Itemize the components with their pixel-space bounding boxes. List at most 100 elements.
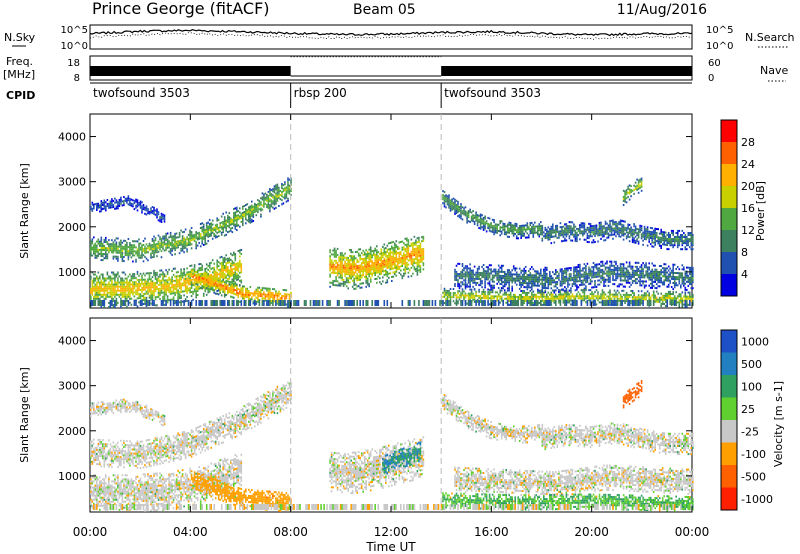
range-gate-cell: [350, 265, 352, 268]
range-gate-cell: [281, 195, 283, 198]
range-gate-cell: [363, 259, 366, 262]
range-gate-cell: [175, 242, 178, 245]
range-gate-cell: [105, 207, 107, 210]
range-gate-cell: [455, 272, 458, 275]
range-gate-cell: [252, 213, 255, 216]
range-gate-cell: [184, 298, 187, 301]
range-gate-cell: [523, 224, 525, 227]
range-gate-cell: [672, 229, 674, 232]
range-gate-cell: [207, 231, 209, 234]
range-gate-cell: [580, 279, 583, 282]
range-gate-cell: [162, 283, 164, 286]
range-gate-cell: [552, 279, 554, 282]
range-gate-cell: [404, 248, 407, 250]
range-gate-cell: [345, 285, 348, 288]
range-gate-cell: [97, 277, 100, 280]
range-gate-cell: [376, 267, 378, 270]
range-gate-cell: [382, 264, 384, 267]
range-gate-cell: [198, 235, 200, 238]
range-gate-cell: [576, 227, 578, 230]
range-gate-cell: [380, 248, 383, 251]
range-gate-cell: [211, 237, 214, 240]
range-gate-cell: [237, 250, 240, 252]
range-gate-cell: [470, 217, 473, 220]
range-gate-cell: [598, 234, 601, 237]
range-gate-cell: [287, 189, 289, 192]
range-gate-cell: [156, 210, 158, 213]
range-gate-cell: [606, 222, 608, 225]
range-gate-cell: [359, 270, 361, 273]
range-gate-cell: [568, 231, 571, 234]
range-gate-cell: [389, 248, 392, 250]
range-gate-cell: [445, 196, 447, 199]
range-gate-cell: [561, 276, 563, 279]
range-gate-cell: [466, 273, 468, 276]
range-gate-cell: [196, 287, 199, 290]
range-gate-cell: [174, 267, 176, 270]
range-gate-cell: [129, 197, 131, 200]
range-gate-cell: [205, 284, 208, 287]
range-gate-cell: [225, 211, 227, 214]
range-gate-cell: [645, 230, 647, 233]
range-gate-cell: [482, 225, 485, 227]
range-gate-cell: [121, 204, 124, 207]
range-gate-cell: [523, 269, 525, 272]
range-gate-cell: [127, 258, 130, 261]
range-gate-cell: [165, 232, 167, 235]
range-gate-cell: [333, 272, 336, 274]
range-gate-cell: [223, 234, 226, 237]
range-gate-cell: [404, 256, 407, 259]
range-gate-cell: [506, 227, 509, 230]
range-gate-cell: [233, 284, 235, 287]
range-gate-cell: [573, 227, 575, 230]
range-gate-cell: [353, 261, 355, 264]
range-gate-cell: [109, 287, 112, 290]
range-gate-cell: [663, 233, 665, 236]
range-gate-cell: [187, 289, 190, 292]
range-gate-cell: [168, 299, 170, 302]
range-gate-cell: [540, 231, 542, 234]
range-gate-cell: [360, 264, 363, 267]
range-gate-cell: [99, 281, 101, 284]
range-gate-cell: [490, 226, 492, 229]
range-gate-cell: [484, 280, 486, 283]
range-gate-cell: [233, 218, 235, 221]
range-gate-cell: [398, 267, 401, 270]
range-gate-cell: [270, 292, 273, 294]
range-gate-cell: [329, 263, 331, 266]
range-gate-cell: [386, 260, 389, 263]
range-gate-cell: [154, 286, 157, 289]
range-gate-cell: [585, 269, 587, 272]
range-gate-cell: [202, 276, 205, 279]
range-gate-cell: [678, 229, 681, 232]
range-gate-cell: [594, 263, 596, 266]
range-gate-cell: [389, 266, 392, 269]
range-gate-cell: [553, 229, 556, 232]
range-gate-cell: [108, 281, 110, 284]
range-gate-cell: [246, 213, 249, 216]
range-gate-cell: [589, 268, 592, 271]
range-gate-cell: [678, 238, 681, 241]
range-gate-cell: [625, 235, 628, 238]
range-gate-cell: [523, 286, 525, 289]
range-gate-cell: [156, 288, 158, 290]
range-gate-cell: [154, 296, 157, 299]
range-gate-cell: [479, 280, 482, 283]
range-gate-cell: [391, 280, 393, 282]
range-gate-cell: [233, 220, 235, 223]
range-gate-cell: [413, 250, 416, 252]
range-gate-cell: [330, 271, 333, 274]
range-gate-cell: [672, 246, 674, 249]
range-gate-cell: [371, 250, 373, 253]
range-gate-cell: [481, 272, 483, 274]
range-gate-cell: [97, 202, 100, 205]
range-gate-cell: [272, 200, 274, 203]
range-gate-cell: [395, 254, 398, 257]
range-gate-cell: [144, 298, 146, 301]
range-gate-cell: [231, 292, 234, 295]
range-gate-cell: [183, 290, 185, 293]
range-gate-cell: [227, 216, 229, 219]
range-gate-cell: [491, 224, 494, 227]
range-gate-cell: [192, 269, 194, 272]
range-gate-cell: [198, 263, 200, 266]
